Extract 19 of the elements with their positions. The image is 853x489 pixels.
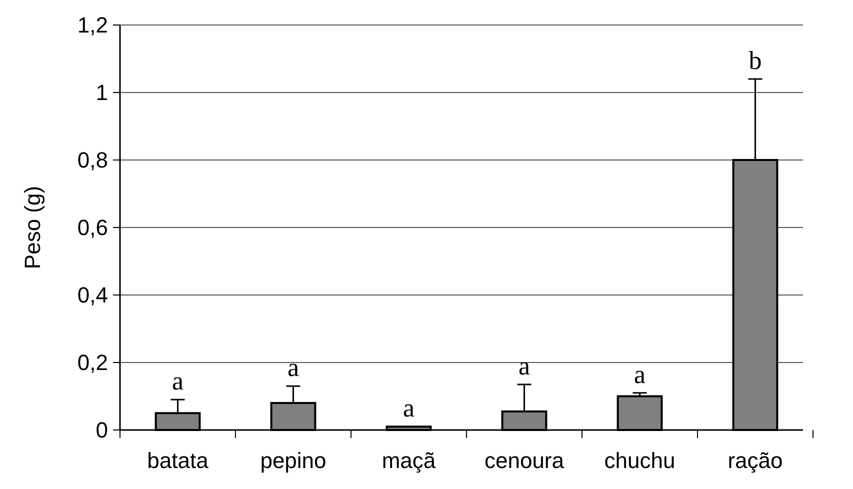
annotation: a <box>172 366 184 396</box>
y-tick-label: 1,2 <box>77 12 108 38</box>
annotation: a <box>634 360 646 389</box>
y-tick-label: 0 <box>96 418 108 443</box>
y-tick-label: 0,4 <box>77 282 108 308</box>
x-tick-label: cenoura <box>484 448 565 473</box>
x-tick-label: pepino <box>260 448 326 473</box>
y-tick-label: 0,2 <box>77 350 108 376</box>
annotation: b <box>748 46 762 75</box>
y-tick-label: 1 <box>96 80 108 106</box>
y-tick-label: 0,8 <box>77 148 108 173</box>
x-tick-label: batata <box>147 448 210 473</box>
y-axis-title: Peso (g) <box>20 186 45 270</box>
y-tick-label: 0,6 <box>77 215 108 240</box>
x-tick-label: maçã <box>382 448 436 473</box>
x-tick-label: ração <box>728 448 783 473</box>
annotation: a <box>287 353 300 382</box>
annotation: a <box>402 394 415 423</box>
x-tick-label: chuchu <box>604 448 676 473</box>
